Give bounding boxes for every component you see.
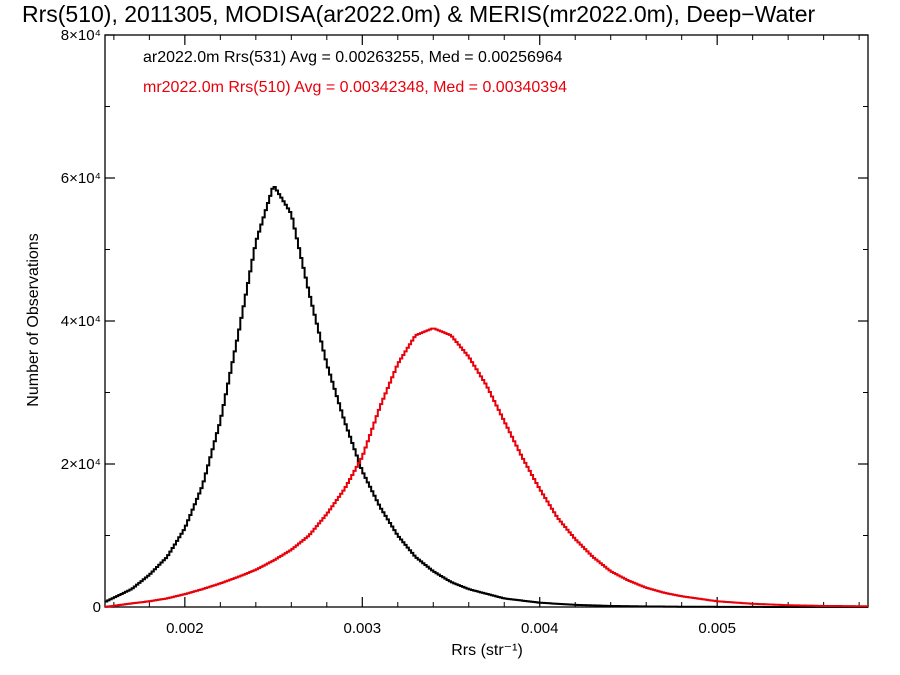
y-tick-label: 0 <box>93 599 101 616</box>
x-axis: 0.002 0.003 0.004 0.005 <box>113 35 860 637</box>
series-1-line <box>105 185 868 608</box>
annotation-series-2: mr2022.0m Rrs(510) Avg = 0.00342348, Med… <box>143 79 567 96</box>
y-axis-label: Number of Observations <box>25 233 42 406</box>
x-tick-label: 0.002 <box>166 620 204 637</box>
series-2-line <box>105 327 868 608</box>
y-tick-label: 2×10⁴ <box>61 456 101 473</box>
y-tick-label: 8×10⁴ <box>61 27 101 44</box>
series-layer <box>105 185 868 608</box>
y-axis: 0 2×10⁴ 4×10⁴ 6×10⁴ 8×10⁴ <box>61 27 868 616</box>
x-tick-label: 0.003 <box>344 620 382 637</box>
plot-frame <box>104 34 869 608</box>
x-tick-label: 0.005 <box>698 620 736 637</box>
annotation-series-1: ar2022.0m Rrs(531) Avg = 0.00263255, Med… <box>143 49 563 66</box>
chart-title: Rrs(510), 2011305, MODISA(ar2022.0m) & M… <box>22 1 815 27</box>
x-axis-label: Rrs (str⁻¹) <box>451 642 523 659</box>
x-tick-label: 0.004 <box>521 620 559 637</box>
y-tick-label: 6×10⁴ <box>61 170 101 187</box>
y-tick-label: 4×10⁴ <box>61 313 101 330</box>
